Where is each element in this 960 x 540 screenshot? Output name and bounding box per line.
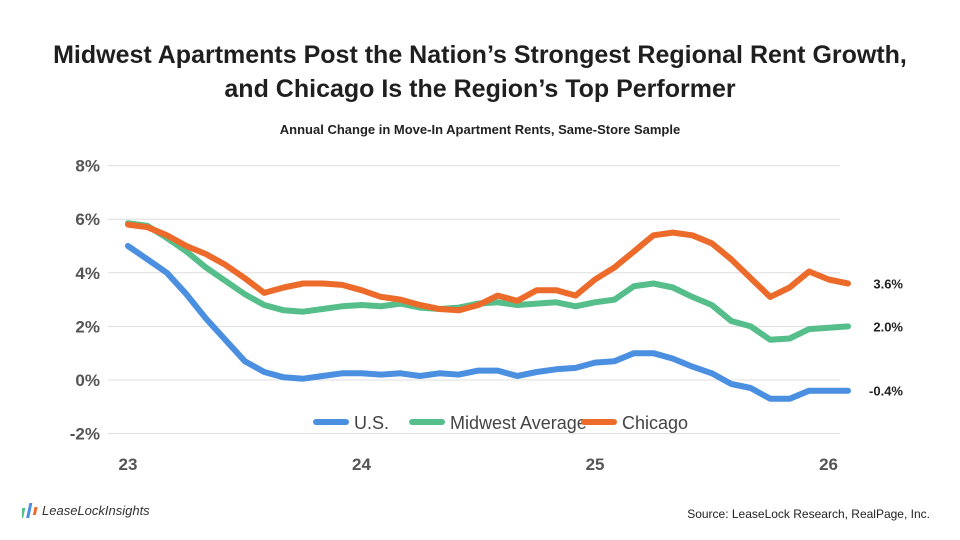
title-line-1: Midwest Apartments Post the Nation’s Str…	[53, 41, 907, 69]
logo-bars-icon	[22, 503, 38, 518]
legend-label: Chicago	[622, 413, 688, 433]
x-tick-label: 23	[119, 455, 138, 474]
legend-label: U.S.	[354, 413, 389, 433]
y-tick-label: 6%	[75, 210, 100, 229]
title-line-2: and Chicago Is the Region’s Top Performe…	[224, 75, 736, 103]
end-value-label: -0.4%	[869, 384, 903, 399]
x-tick-label: 25	[586, 455, 605, 474]
y-tick-label: 8%	[75, 157, 100, 176]
logo-text: LeaseLockInsights	[42, 502, 150, 518]
end-value-label: 3.6%	[873, 277, 903, 292]
logo: LeaseLockInsights	[22, 500, 150, 520]
y-tick-label: -2%	[70, 425, 100, 444]
source-note: Source: LeaseLock Research, RealPage, In…	[687, 507, 930, 521]
chart-title: Midwest Apartments Post the Nation’s Str…	[0, 38, 960, 106]
series-line-midwest-average	[125, 220, 851, 343]
series-line-chicago	[125, 221, 851, 314]
end-value-label: 2.0%	[873, 319, 903, 334]
series-line-u-s-	[125, 243, 851, 402]
legend-label: Midwest Average	[450, 413, 587, 433]
x-tick-label: 26	[819, 455, 838, 474]
y-tick-label: 4%	[75, 264, 100, 283]
x-tick-label: 24	[352, 455, 371, 474]
y-tick-label: 0%	[75, 371, 100, 390]
y-tick-label: 2%	[75, 317, 100, 336]
chart-subtitle: Annual Change in Move-In Apartment Rents…	[279, 122, 681, 137]
